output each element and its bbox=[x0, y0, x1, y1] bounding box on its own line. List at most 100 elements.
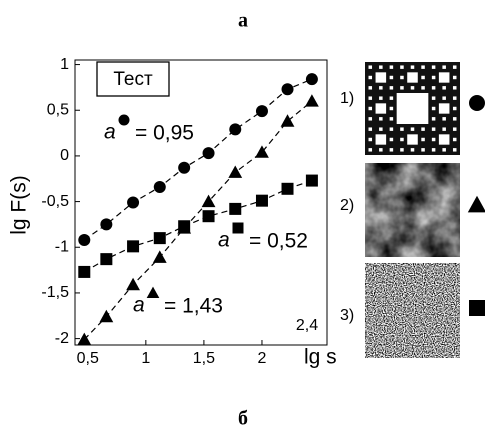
carpet-hole bbox=[368, 75, 373, 80]
slope-marker bbox=[146, 286, 160, 299]
y-tick-label: -2 bbox=[55, 330, 69, 347]
marker bbox=[305, 94, 319, 107]
carpet-hole bbox=[438, 72, 450, 83]
panel-label: а bbox=[238, 10, 248, 32]
carpet-hole bbox=[389, 117, 394, 121]
carpet-hole bbox=[396, 93, 429, 124]
carpet-hole bbox=[379, 65, 383, 69]
carpet-hole bbox=[431, 106, 436, 111]
marker bbox=[255, 194, 268, 207]
carpet-hole bbox=[368, 127, 373, 131]
carpet-hole bbox=[431, 137, 436, 142]
slope-symbol: a bbox=[133, 294, 145, 317]
carpet-hole bbox=[400, 86, 404, 90]
carpet-hole bbox=[421, 75, 425, 80]
carpet-hole bbox=[368, 65, 373, 69]
marker bbox=[281, 83, 294, 96]
marker bbox=[228, 165, 243, 178]
x-tick-label: 2 bbox=[258, 350, 267, 367]
y-tick-label: -0,5 bbox=[41, 193, 69, 210]
carpet-hole bbox=[379, 86, 383, 90]
carpet-hole bbox=[452, 65, 457, 69]
carpet-hole bbox=[368, 117, 373, 121]
carpet-hole bbox=[442, 86, 446, 90]
y-axis-label: lg F(s) bbox=[8, 175, 31, 235]
carpet-hole bbox=[431, 65, 436, 69]
fit-line bbox=[83, 180, 313, 273]
x-tick-label: 0,5 bbox=[77, 350, 99, 367]
carpet-hole bbox=[438, 134, 450, 145]
carpet-hole bbox=[375, 103, 387, 114]
slope-symbol: a bbox=[218, 229, 230, 252]
carpet-hole bbox=[452, 96, 457, 100]
carpet-hole bbox=[452, 137, 457, 142]
y-tick-label: 0,5 bbox=[47, 101, 69, 118]
slope-label: = 1,43 bbox=[164, 295, 223, 318]
marker bbox=[127, 196, 140, 209]
y-tick-label: -1,5 bbox=[41, 284, 69, 301]
marker bbox=[178, 220, 191, 233]
carpet-hole bbox=[452, 127, 457, 131]
sample-marker bbox=[469, 95, 485, 111]
carpet-hole bbox=[389, 148, 394, 152]
marker bbox=[178, 161, 191, 174]
marker bbox=[255, 105, 268, 118]
carpet-hole bbox=[389, 86, 394, 90]
carpet-hole bbox=[421, 86, 425, 90]
carpet-hole bbox=[379, 148, 383, 152]
sample-marker bbox=[467, 195, 485, 213]
carpet-hole bbox=[421, 148, 425, 152]
slope-symbol: a bbox=[104, 121, 116, 144]
annotation: 2,4 bbox=[296, 317, 318, 334]
sample-image-3 bbox=[365, 263, 460, 358]
carpet-hole bbox=[368, 86, 373, 90]
carpet-hole bbox=[368, 106, 373, 111]
fit-line bbox=[83, 78, 313, 241]
carpet-hole bbox=[400, 65, 404, 69]
marker bbox=[78, 233, 91, 246]
sample-label: 3) bbox=[340, 307, 354, 324]
carpet-hole bbox=[379, 117, 383, 121]
carpet-hole bbox=[442, 127, 446, 131]
carpet-hole bbox=[400, 75, 404, 80]
carpet-hole bbox=[421, 137, 425, 142]
carpet-hole bbox=[442, 117, 446, 121]
carpet-hole bbox=[375, 72, 387, 83]
slope-label: = 0,52 bbox=[249, 230, 308, 253]
carpet-hole bbox=[442, 148, 446, 152]
carpet-hole bbox=[389, 137, 394, 142]
legend-title: Тест bbox=[113, 69, 153, 90]
marker bbox=[126, 277, 140, 291]
carpet-hole bbox=[400, 137, 404, 142]
carpet-hole bbox=[438, 103, 450, 114]
x-tick-label: 1,5 bbox=[193, 350, 215, 367]
carpet-hole bbox=[400, 148, 404, 152]
plot-frame bbox=[74, 59, 328, 346]
carpet-hole bbox=[368, 96, 373, 100]
y-tick-label: 1 bbox=[60, 56, 69, 73]
carpet-hole bbox=[421, 127, 425, 131]
carpet-hole bbox=[421, 65, 425, 69]
carpet-hole bbox=[431, 86, 436, 90]
marker bbox=[127, 240, 140, 253]
legend-box bbox=[96, 61, 170, 97]
marker bbox=[229, 202, 242, 215]
x-axis-label: lg s bbox=[304, 346, 337, 369]
slope-marker bbox=[232, 222, 244, 234]
carpet-hole bbox=[431, 117, 436, 121]
marker bbox=[100, 253, 113, 266]
marker bbox=[281, 182, 294, 195]
sample-image-1 bbox=[365, 62, 460, 155]
carpet-hole bbox=[375, 134, 387, 145]
sample-image-2 bbox=[365, 163, 460, 257]
carpet-hole bbox=[400, 127, 404, 131]
marker bbox=[100, 218, 113, 231]
marker bbox=[78, 265, 91, 278]
fit-line bbox=[83, 100, 313, 340]
carpet-hole bbox=[389, 106, 394, 111]
y-tick-label: 0 bbox=[60, 147, 69, 164]
carpet-hole bbox=[431, 127, 436, 131]
sample-marker bbox=[469, 300, 485, 316]
sample-label: 1) bbox=[340, 90, 354, 107]
